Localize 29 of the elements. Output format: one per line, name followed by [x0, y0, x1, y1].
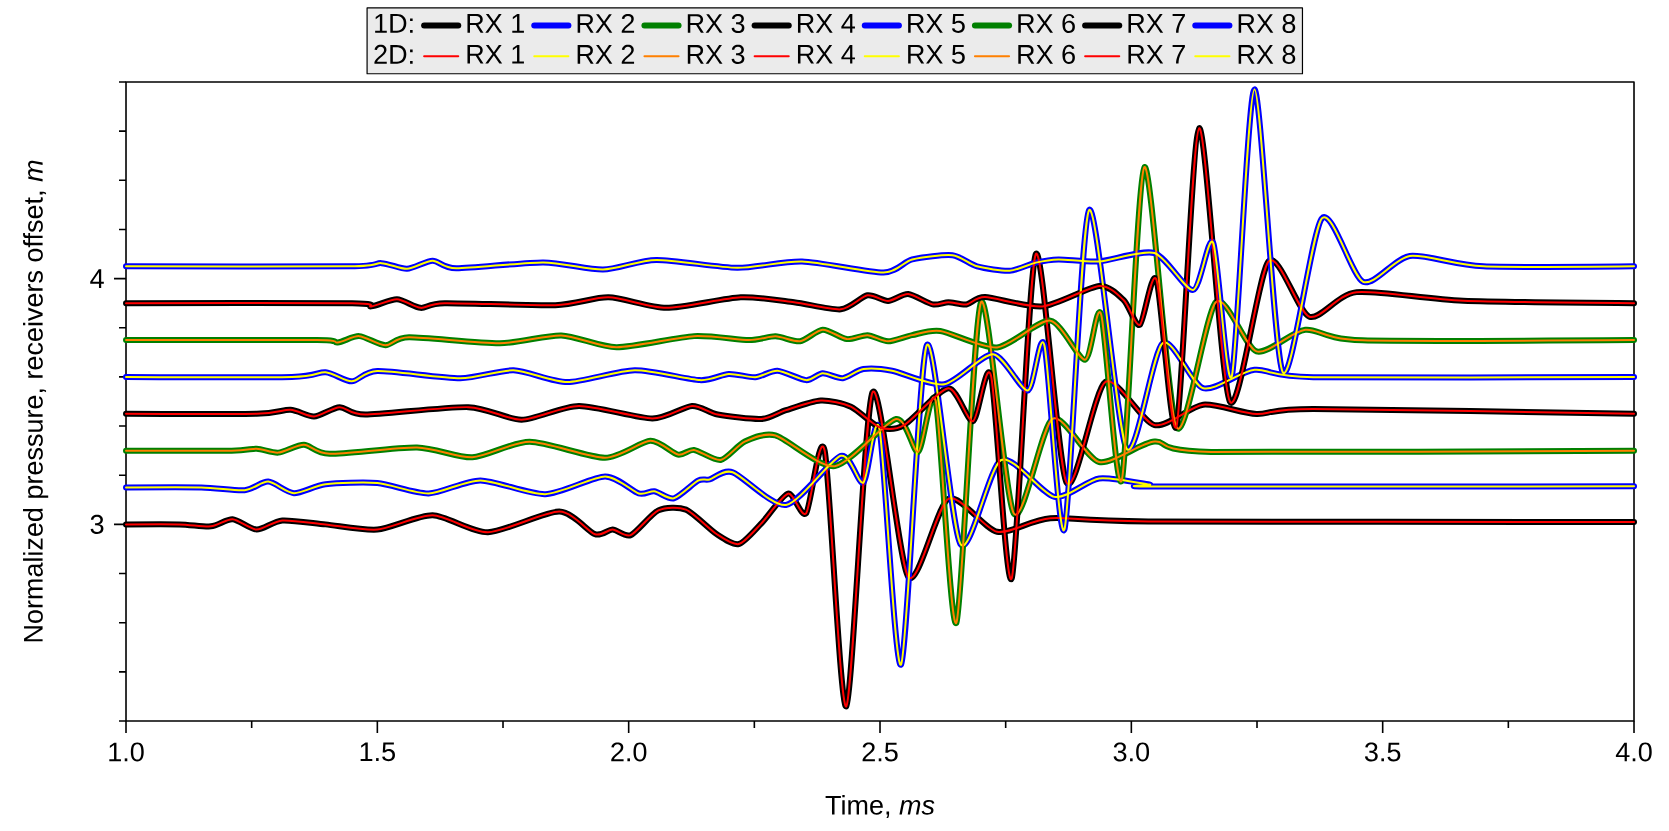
- x-tick-label: 1.0: [109, 742, 144, 762]
- x-tick-label: 2.0: [611, 742, 647, 762]
- legend-label: RX 4: [797, 44, 855, 64]
- legend-label: RX 6: [1018, 13, 1075, 34]
- legend-label: RX 4: [797, 14, 855, 33]
- x-tick-label: 3.0: [1113, 742, 1150, 762]
- legend-label: RX 1: [467, 14, 524, 33]
- legend-label: RX 5: [908, 44, 965, 64]
- x-axis-title: Time, ms: [825, 794, 935, 818]
- legend-label: RX 5: [908, 14, 965, 33]
- text: 1D:: [375, 14, 413, 33]
- legend-label: RX 3: [687, 44, 745, 64]
- legend-label: RX 2: [577, 13, 635, 33]
- y-tick-label: 3: [90, 514, 104, 534]
- legend-label: RX 6: [1018, 44, 1075, 64]
- y-axis-title: Normalized pressure, receivers offset, m: [23, 160, 49, 642]
- x-tick-label: 1.5: [360, 742, 395, 762]
- x-tick-label: 3.5: [1364, 742, 1401, 762]
- text: 2D:: [374, 44, 413, 64]
- legend-label: RX 7: [1128, 44, 1185, 64]
- legend-label: RX 7: [1128, 14, 1185, 33]
- y-tick-label: 4: [90, 269, 104, 288]
- legend-label: RX 1: [467, 44, 524, 64]
- legend-label: RX 2: [577, 44, 635, 64]
- legend-label: RX 3: [687, 13, 745, 34]
- x-tick-label: 4.0: [1615, 742, 1652, 762]
- legend-label: RX 8: [1238, 13, 1296, 34]
- legend-label: RX 8: [1238, 44, 1296, 64]
- x-tick-label: 2.5: [862, 742, 898, 762]
